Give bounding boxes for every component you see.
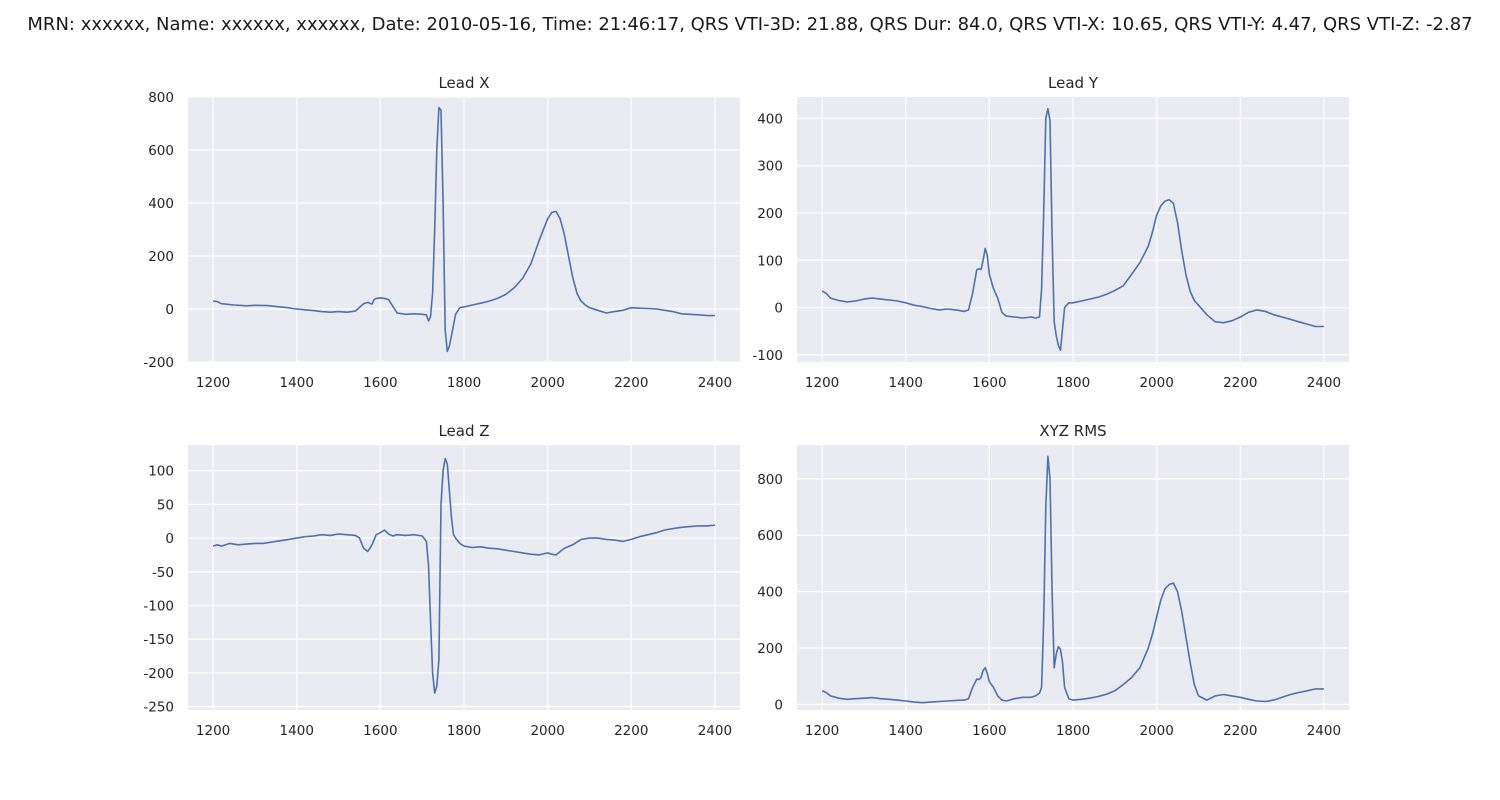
panel-lead-y: 1200 1400 1600 1800 2000 2200 2400 -100 0 100 200 3… [752, 74, 1349, 391]
x-tick-label: 1800 [1056, 375, 1090, 391]
y-tick-label: 200 [148, 249, 174, 265]
panel-title: Lead X [438, 74, 489, 92]
panel-lead-x: 1200 1400 1600 1800 2000 2200 2400 -200 0 200 400 6… [143, 74, 740, 391]
y-tick-label: -100 [752, 348, 783, 364]
y-tick-label: 50 [157, 497, 174, 513]
x-tick-label: 2200 [614, 375, 648, 391]
y-tick-label: -200 [143, 355, 174, 371]
x-tick-label: 1400 [889, 723, 923, 739]
y-tick-label: 100 [757, 253, 783, 269]
x-tick-label: 1800 [447, 375, 481, 391]
figure-title: MRN: xxxxxx, Name: xxxxxx, xxxxxx, Date:… [27, 14, 1473, 35]
x-tick-label: 2200 [1223, 375, 1257, 391]
x-tick-label: 2000 [1139, 723, 1173, 739]
series-line-xyz-rms [821, 455, 1324, 704]
x-tick-label: 1400 [280, 375, 314, 391]
y-tick-label: 400 [757, 111, 783, 127]
x-tick-label: 1600 [972, 375, 1006, 391]
x-tick-label: 1400 [889, 375, 923, 391]
y-tick-label: 800 [148, 90, 174, 106]
series-line-lead-z [212, 457, 715, 694]
y-tick-label: 200 [757, 206, 783, 222]
panel-xyz-rms: 1200 1400 1600 1800 2000 2200 2400 0 200 400 600 80… [757, 422, 1349, 739]
y-tick-label: 400 [757, 585, 783, 601]
y-tick-label: -200 [143, 666, 174, 682]
x-tick-label: 2000 [530, 375, 564, 391]
x-tick-label: 1600 [363, 723, 397, 739]
x-tick-label: 2400 [698, 375, 732, 391]
y-tick-label: 600 [148, 143, 174, 159]
x-tick-label: 2400 [1307, 723, 1341, 739]
x-tick-label: 1800 [447, 723, 481, 739]
x-tick-label: 1200 [805, 375, 839, 391]
x-tick-label: 2000 [1139, 375, 1173, 391]
x-tick-label: 1200 [805, 723, 839, 739]
y-tick-label: -250 [143, 700, 174, 716]
x-tick-label: 1600 [972, 723, 1006, 739]
x-tick-label: 1600 [363, 375, 397, 391]
y-tick-label: 0 [774, 697, 783, 713]
y-tick-label: 0 [165, 531, 174, 547]
series-line-lead-x [213, 106, 715, 353]
x-tick-label: 1200 [196, 375, 230, 391]
x-tick-label: 1200 [196, 723, 230, 739]
x-tick-label: 2400 [698, 723, 732, 739]
y-tick-label: -50 [152, 565, 174, 581]
panel-title: Lead Y [1048, 74, 1099, 92]
panel-title: XYZ RMS [1039, 422, 1106, 440]
x-tick-label: 2200 [1223, 723, 1257, 739]
y-tick-label: 100 [148, 464, 174, 480]
series-line-lead-y [821, 108, 1324, 352]
x-tick-label: 2000 [530, 723, 564, 739]
x-tick-label: 1400 [280, 723, 314, 739]
y-tick-label: 0 [165, 302, 174, 318]
y-tick-label: -150 [143, 632, 174, 648]
y-tick-label: 300 [757, 159, 783, 175]
y-tick-label: 0 [774, 301, 783, 317]
panel-title: Lead Z [438, 422, 489, 440]
panel-lead-z: 1200 1400 1600 1800 2000 2200 2400 -250 -200 -150… [143, 422, 740, 739]
x-tick-label: 2400 [1307, 375, 1341, 391]
x-tick-label: 1800 [1056, 723, 1090, 739]
x-tick-label: 2200 [614, 723, 648, 739]
y-tick-label: 600 [757, 528, 783, 544]
y-tick-label: -100 [143, 598, 174, 614]
y-tick-label: 200 [757, 641, 783, 657]
y-tick-label: 800 [757, 472, 783, 488]
y-tick-label: 400 [148, 196, 174, 212]
